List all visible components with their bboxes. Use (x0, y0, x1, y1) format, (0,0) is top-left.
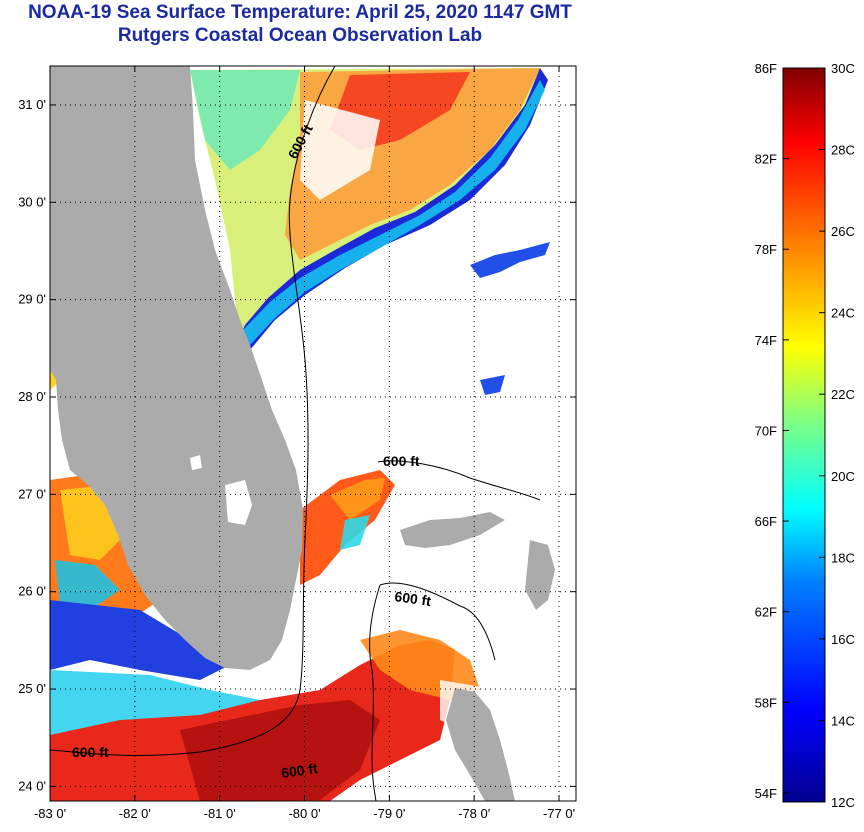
sst-cloud-ne (300, 100, 380, 200)
colorbar-f-label: 54F (755, 786, 777, 801)
colorbar-c-label: 14C (831, 713, 855, 728)
isobath-600ft-east (50, 66, 336, 756)
sst-cold-front-edge (243, 80, 545, 345)
sst-patch-straits-dark (180, 700, 380, 801)
colorbar-f-label: 86F (755, 61, 777, 76)
lon-tick-label: -81 0' (204, 806, 236, 821)
map-frame (49, 65, 577, 802)
colorbar-c-label: 30C (831, 61, 855, 76)
sst-patch-keys-cyan (50, 670, 260, 740)
lon-tick-label: -77 0' (543, 806, 575, 821)
lat-tick-label: 24 0' (18, 778, 46, 793)
contour-label: 600 ft (72, 744, 109, 760)
grand-bahama (400, 512, 505, 548)
abaco-island (525, 540, 555, 610)
sst-patch-offshore-small (480, 375, 505, 395)
colorbar-f-labels: 86F 82F 78F 74F 70F 66F 62F 58F 54F (755, 61, 789, 801)
lat-tick-label: 30 0' (18, 194, 46, 209)
colorbar-f-label: 74F (755, 333, 777, 348)
lon-tick-label: -78 0' (458, 806, 490, 821)
lon-tick-label: -79 0' (373, 806, 405, 821)
sst-patch-gulf-sw-cyan (55, 560, 120, 610)
sst-patch-gulfstream-cyan (340, 515, 370, 550)
lat-tick-label: 27 0' (18, 486, 46, 501)
colorbar-f-label: 58F (755, 695, 777, 710)
lon-tick-label: -83 0' (34, 806, 66, 821)
colorbar-c-label: 24C (831, 306, 855, 321)
isobath-layer (50, 66, 541, 801)
map-panel (50, 66, 576, 801)
title-line-2: Rutgers Coastal Ocean Observation Lab (117, 25, 483, 46)
sst-patch-gulf-sw-blue (50, 600, 230, 680)
colorbar-c-label: 22C (831, 387, 855, 402)
lat-tick-label: 26 0' (18, 584, 46, 599)
andros-island (446, 688, 515, 801)
contour-label: 600 ft (394, 588, 433, 609)
colorbar-f-label: 62F (755, 605, 777, 620)
colorbar-f-label: 70F (755, 423, 777, 438)
contour-label-layer: 600 ft 600 ft 600 ft 600 ft 600 ft (72, 121, 432, 781)
sst-patch-ne-cyan (190, 70, 300, 170)
inland-lake (190, 455, 202, 470)
colorbar-scale (782, 67, 826, 803)
colorbar-f-label: 78F (755, 242, 777, 257)
colorbar-c-label: 20C (831, 469, 855, 484)
lat-tick-label: 29 0' (18, 292, 46, 307)
lat-tick-label: 31 0' (18, 97, 46, 112)
colorbar-c-label: 12C (831, 795, 855, 810)
contour-label: 600 ft (383, 453, 420, 469)
colorbar-c-label: 28C (831, 143, 855, 158)
contour-label: 600 ft (280, 760, 319, 781)
sst-patch-gulfstream-orange (330, 478, 385, 520)
lon-tick-label: -80 0' (288, 806, 320, 821)
colorbar: 86F 82F 78F 74F 70F 66F 62F 58F 54F 30C 28C 26C 24C… (755, 61, 855, 810)
isobath-600ft-bahamas (377, 460, 541, 501)
lat-tick-label: 25 0' (18, 681, 46, 696)
colorbar-f-label: 66F (755, 514, 777, 529)
colorbar-c-label: 26C (831, 224, 855, 239)
lat-axis-layer: 24 0' 25 0' 26 0' 27 0' 28 0' 29 0' 30 0' 31 0' (18, 97, 576, 793)
isobath-600ft-south (369, 582, 496, 801)
lon-tick-label: -82 0' (119, 806, 151, 821)
lat-tick-label: 28 0' (18, 389, 46, 404)
colorbar-c-label: 16C (831, 632, 855, 647)
colorbar-f-label: 82F (755, 152, 777, 167)
sst-patch-offshore-blue (470, 242, 550, 278)
title-line-1: NOAA-19 Sea Surface Temperature: April 2… (28, 2, 572, 23)
colorbar-c-labels: 30C 28C 26C 24C 22C 20C 18C 16C 14C 12C (819, 61, 855, 810)
lake-okeechobee (225, 480, 252, 525)
colorbar-c-label: 18C (831, 550, 855, 565)
lon-axis-layer: -83 0' -82 0' -81 0' -80 0' -79 0' -78 0' -77 … (34, 66, 575, 821)
